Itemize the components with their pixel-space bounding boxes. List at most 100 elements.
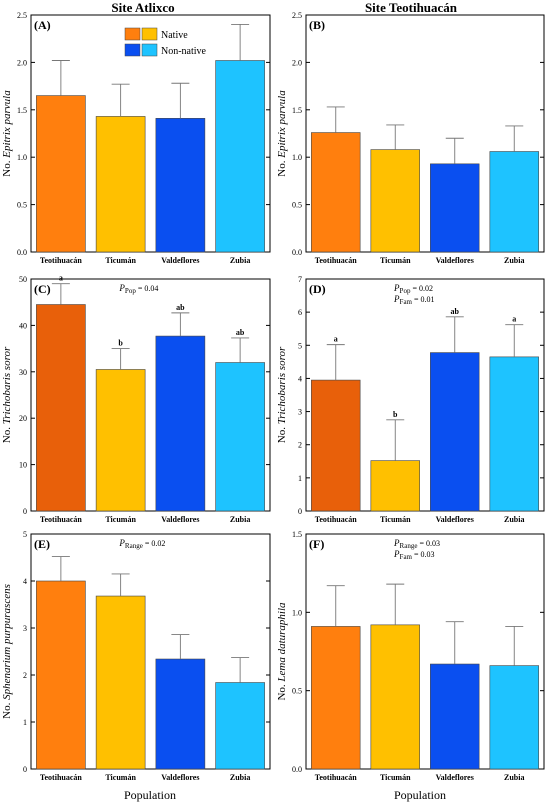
category-label: Ticumán: [105, 256, 136, 265]
category-label: Ticumán: [380, 256, 411, 265]
significance-letter: a: [512, 315, 516, 324]
category-label: Zubia: [230, 515, 250, 524]
panel-1: 0.0 0.5 1.0 1.5 2.0 2.5 No. Epitrix parvula Teo…: [276, 11, 545, 265]
category-label: Ticumán: [380, 773, 411, 782]
y-tick-label: 50: [19, 275, 27, 284]
p-subscript: Pop: [400, 287, 411, 295]
p-symbol: P: [393, 549, 400, 559]
bar: [95, 116, 146, 253]
y-axis-label-species: Trichobaris soror: [276, 346, 288, 424]
significance-letter: ab: [176, 303, 185, 312]
bar: [430, 663, 480, 770]
category-label: Valdeflores: [436, 773, 474, 782]
panel-5: 0.0 0.5 1.0 1.5 No. Lema daturaphila Teotihua…: [276, 530, 545, 782]
plot-frame: [305, 14, 545, 253]
y-tick-label: 2: [23, 671, 27, 680]
panel-label: (B): [309, 18, 325, 32]
legend-swatch-native-1: [124, 27, 141, 41]
p-value-stat: PRange = 0.02: [118, 538, 165, 550]
y-axis-label-species: Epitrix parvula: [1, 90, 13, 159]
y-tick-label: 0.5: [292, 687, 302, 696]
bar: [95, 369, 146, 512]
site-title-atlixco: Site Atlixco: [111, 0, 175, 15]
x-axis-title-right: Population: [393, 788, 446, 802]
significance-letter: a: [59, 274, 63, 283]
bar: [370, 460, 420, 512]
y-axis-label: No. Sphenarium purpurascens: [1, 584, 13, 719]
y-tick-label: 0: [23, 507, 27, 516]
p-value-stat: PPop = 0.04: [118, 283, 158, 295]
y-axis-label: No. Trichobaris soror: [276, 346, 288, 443]
category-label: Teotihuacán: [40, 773, 82, 782]
y-tick-label: 7: [298, 275, 302, 284]
category-label: Zubia: [504, 256, 524, 265]
category-label: Teotihuacán: [315, 515, 357, 524]
bar: [36, 580, 86, 770]
plot-frame: [30, 14, 271, 253]
legend-label-native: Native: [161, 30, 188, 41]
y-tick-label: 10: [19, 461, 27, 470]
y-axis-label-prefix: No.: [276, 682, 288, 701]
y-tick-label: 2.0: [292, 58, 302, 67]
y-axis-label-prefix: No.: [1, 424, 13, 443]
y-tick-label: 1.5: [17, 106, 27, 115]
p-value: = 0.03: [412, 550, 435, 559]
bar: [155, 335, 206, 512]
site-title-teotihuacan: Site Teotihuacán: [364, 0, 458, 15]
y-tick-label: 1: [298, 474, 302, 483]
bar: [215, 682, 265, 770]
bar: [370, 149, 420, 253]
plot-frame: [305, 278, 545, 512]
y-tick-label: 0.0: [292, 765, 302, 774]
p-symbol: P: [393, 283, 400, 293]
plot-frame: [305, 533, 545, 770]
y-axis-label: No. Trichobaris soror: [1, 346, 13, 443]
y-axis-label: No. Epitrix parvula: [1, 90, 13, 177]
legend-swatch-nonnative-2: [141, 43, 158, 57]
y-tick-label: 0.5: [292, 201, 302, 210]
p-subscript: Pop: [125, 287, 136, 295]
y-tick-label: 0.0: [17, 248, 27, 257]
panel-label: (C): [34, 282, 51, 296]
y-tick-label: 5: [298, 341, 302, 350]
y-tick-label: 0: [23, 765, 27, 774]
bar: [430, 352, 480, 512]
y-axis-label-prefix: No.: [276, 158, 288, 177]
bar: [430, 163, 480, 253]
y-axis-label: No. Epitrix parvula: [276, 90, 288, 177]
significance-letter: ab: [236, 328, 245, 337]
p-subscript: Fam: [400, 553, 413, 561]
category-label: Zubia: [504, 773, 524, 782]
y-axis-label: No. Lema daturaphila: [276, 602, 288, 701]
plot-frame: [30, 533, 271, 770]
y-tick-label: 5: [23, 530, 27, 539]
significance-letter: ab: [451, 307, 460, 316]
p-value: = 0.04: [136, 284, 159, 293]
category-label: Zubia: [230, 773, 250, 782]
bar: [489, 665, 539, 770]
y-tick-label: 1.5: [292, 530, 302, 539]
bar: [489, 151, 539, 253]
legend-swatch-nonnative-1: [124, 43, 141, 57]
bar: [95, 595, 146, 770]
y-tick-label: 4: [23, 577, 27, 586]
p-symbol: P: [118, 538, 125, 548]
p-value-stat: PFam = 0.01: [393, 294, 434, 306]
y-tick-label: 1.5: [292, 106, 302, 115]
p-subscript: Range: [125, 542, 143, 550]
category-label: Ticumán: [105, 515, 136, 524]
y-tick-label: 4: [298, 374, 302, 383]
y-tick-label: 2.0: [17, 58, 27, 67]
bar: [155, 658, 206, 770]
y-tick-label: 2: [298, 441, 302, 450]
panel-4: 0 1 2 3 4 5 No. Sphenarium purpurascens Teotihu…: [1, 530, 271, 782]
y-tick-label: 3: [298, 408, 302, 417]
significance-letter: a: [334, 335, 338, 344]
category-label: Teotihuacán: [40, 256, 82, 265]
panel-label: (F): [309, 537, 324, 551]
legend-label-nonnative: Non-native: [161, 46, 207, 57]
y-tick-label: 40: [19, 321, 27, 330]
legend: Native Non-native: [124, 27, 207, 57]
